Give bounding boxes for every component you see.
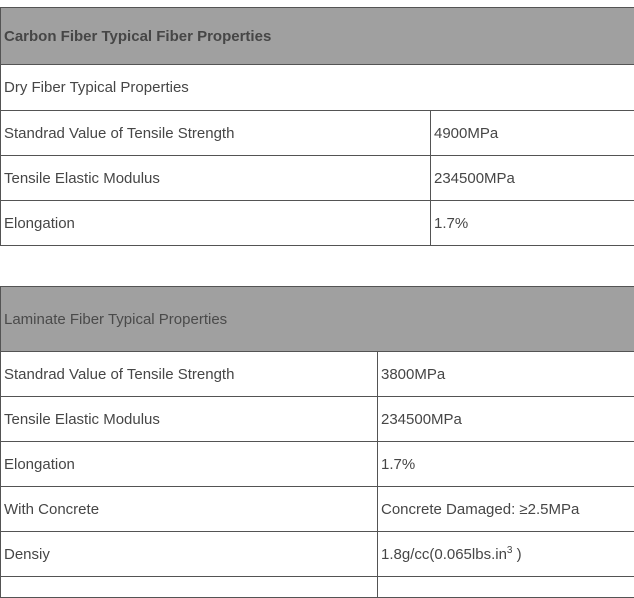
value-cell: 1.7% — [378, 442, 634, 487]
value-cell: 234500MPa — [378, 397, 634, 442]
value-cell: 1.8g/cc(0.065lbs.in3 ) — [378, 532, 634, 577]
density-value-pre: 1.8g/cc(0.065lbs.in — [381, 546, 507, 563]
table-row: Tensile Elastic Modulus 234500MPa — [1, 397, 634, 442]
value-cell: 4900MPa — [431, 111, 634, 156]
property-cell: Densiy — [1, 532, 378, 577]
property-cell: With Concrete — [1, 487, 378, 532]
property-cell: Tensile Elastic Modulus — [1, 156, 431, 201]
carbon-table-title: Carbon Fiber Typical Fiber Properties — [1, 8, 634, 65]
value-cell: 234500MPa — [431, 156, 634, 201]
table-title-row: Laminate Fiber Typical Properties — [1, 287, 634, 352]
property-cell: Elongation — [1, 201, 431, 246]
carbon-fiber-table: Carbon Fiber Typical Fiber Properties Dr… — [0, 7, 634, 246]
property-cell — [1, 577, 378, 598]
value-cell: 1.7% — [431, 201, 634, 246]
property-cell: Tensile Elastic Modulus — [1, 397, 378, 442]
property-cell: Standrad Value of Tensile Strength — [1, 352, 378, 397]
density-value-post: ) — [512, 546, 521, 563]
value-cell — [378, 577, 634, 598]
table-row: With Concrete Concrete Damaged: ≥2.5MPa — [1, 487, 634, 532]
table-row: Densiy 1.8g/cc(0.065lbs.in3 ) — [1, 532, 634, 577]
table-row: Tensile Elastic Modulus 234500MPa — [1, 156, 634, 201]
laminate-table-title: Laminate Fiber Typical Properties — [1, 287, 634, 352]
table-title-row: Carbon Fiber Typical Fiber Properties — [1, 8, 634, 65]
table-row: Standrad Value of Tensile Strength 3800M… — [1, 352, 634, 397]
table-row: Elongation 1.7% — [1, 442, 634, 487]
value-cell: 3800MPa — [378, 352, 634, 397]
property-cell: Standrad Value of Tensile Strength — [1, 111, 431, 156]
table-row: Elongation 1.7% — [1, 201, 634, 246]
carbon-table-subtitle: Dry Fiber Typical Properties — [1, 65, 634, 111]
table-subtitle-row: Dry Fiber Typical Properties — [1, 65, 634, 111]
value-cell: Concrete Damaged: ≥2.5MPa — [378, 487, 634, 532]
partial-table-row — [1, 577, 634, 598]
table-row: Standrad Value of Tensile Strength 4900M… — [1, 111, 634, 156]
laminate-fiber-table: Laminate Fiber Typical Properties Standr… — [0, 286, 634, 598]
property-cell: Elongation — [1, 442, 378, 487]
table-gap — [0, 246, 634, 286]
